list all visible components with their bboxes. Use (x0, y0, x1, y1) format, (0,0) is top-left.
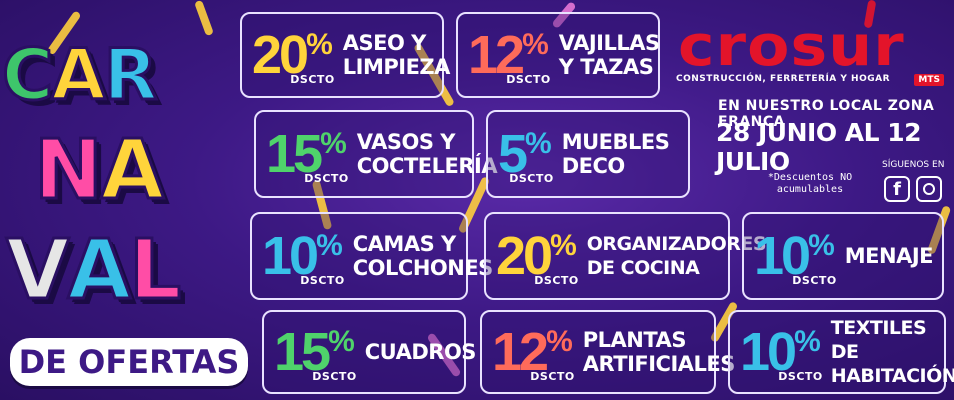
brand-tag: MTS (914, 74, 944, 86)
title-letter: L (127, 223, 182, 318)
offer-card-camas[interactable]: 10 % DSCTO CAMAS Y COLCHONES (250, 212, 493, 300)
dscto-label: DSCTO (312, 370, 357, 383)
dscto-label: DSCTO (506, 73, 551, 86)
title-letter: N (33, 123, 105, 218)
dscto-label: DSCTO (792, 274, 837, 287)
offer-category: MENAJE (844, 244, 934, 268)
discount-badge: 5 % DSCTO (498, 124, 553, 185)
dscto-label: DSCTO (290, 73, 335, 86)
dscto-label: DSCTO (509, 172, 554, 185)
discount-value: 5 (498, 124, 528, 184)
discount-value: 10 (754, 226, 811, 286)
dscto-label: DSCTO (778, 370, 823, 383)
percent-sign: % (320, 127, 347, 160)
discount-value: 12 (492, 322, 549, 382)
offer-category: MUEBLES DECO (561, 130, 670, 178)
offer-category: PLANTAS ARTIFICIALES (582, 328, 736, 376)
offer-category: CAMAS Y COLCHONES (352, 232, 494, 280)
facebook-glyph: f (893, 178, 901, 200)
percent-sign: % (522, 28, 549, 61)
promo-dates: 28 JUNIO AL 12 JULIO (716, 118, 922, 176)
offer-card-vajillas[interactable]: 12 % DSCTO VAJILLAS Y TAZAS (456, 12, 660, 98)
confetti-streamer (194, 0, 214, 37)
discount-value: 15 (266, 124, 323, 184)
discount-value: 12 (468, 25, 525, 85)
offer-card-plantas[interactable]: 12 % DSCTO PLANTAS ARTIFICIALES (480, 310, 735, 394)
title-letter: A (50, 34, 107, 116)
offer-card-muebles[interactable]: 5 % DSCTO MUEBLES DECO (486, 110, 690, 198)
offer-card-vasos[interactable]: 15 % DSCTO VASOS Y COCTELERÍA (254, 110, 498, 198)
title-letter: A (66, 223, 133, 318)
title-row-2: N A (33, 123, 166, 218)
offer-card-organizadores[interactable]: 20 % DSCTO ORGANIZADORES DE COCINA (484, 212, 767, 300)
dscto-label: DSCTO (534, 274, 579, 287)
follow-label: SÍGUENOS EN (882, 160, 945, 170)
instagram-lens-icon (923, 183, 935, 195)
discount-badge: 10 % DSCTO (262, 226, 344, 287)
promo-location: EN NUESTRO LOCAL ZONA FRANCA (718, 98, 935, 130)
offer-card-aseo[interactable]: 20 % DSCTO ASEO Y LIMPIEZA (240, 12, 450, 98)
title-letter: R (102, 34, 159, 116)
discount-badge: 12 % DSCTO (492, 322, 574, 383)
carnaval-title: C A R N A V A L DE OFERTAS (0, 34, 250, 386)
offer-category: TEXTILES DE HABITACIÓN (830, 317, 954, 387)
offer-card-cuadros[interactable]: 15 % DSCTO CUADROS (262, 310, 476, 394)
discount-value: 10 (262, 226, 319, 286)
discount-badge: 10 % DSCTO (754, 226, 836, 287)
discount-badge: 20 % DSCTO (496, 226, 578, 287)
title-row-3: V A L (4, 223, 182, 318)
title-letter: C (0, 34, 54, 116)
title-row-1: C A R (0, 34, 159, 116)
percent-sign: % (328, 325, 355, 358)
offer-category: VASOS Y COCTELERÍA (356, 130, 498, 178)
dscto-label: DSCTO (300, 274, 345, 287)
offer-card-menaje[interactable]: 10 % DSCTO MENAJE (742, 212, 944, 300)
dscto-label: DSCTO (304, 172, 349, 185)
offer-category: ORGANIZADORES DE COCINA (586, 233, 767, 279)
discount-value: 20 (252, 25, 309, 85)
discount-value: 20 (496, 226, 553, 286)
brand-tagline: CONSTRUCCIÓN, FERRETERÍA Y HOGAR (676, 74, 891, 84)
discount-badge: 12 % DSCTO (468, 25, 550, 86)
brand-name: crosur (678, 14, 905, 79)
discount-badge: 20 % DSCTO (252, 25, 334, 86)
discount-badge: 15 % DSCTO (266, 124, 348, 185)
promo-note: *Descuentos NO acumulables (767, 172, 853, 195)
percent-sign: % (550, 229, 577, 262)
percent-sign: % (546, 325, 573, 358)
offer-category: CUADROS (364, 340, 477, 364)
discount-badge: 15 % DSCTO (274, 322, 356, 383)
percent-sign: % (808, 229, 835, 262)
discount-badge: 10 % DSCTO (740, 322, 822, 383)
offer-category: ASEO Y LIMPIEZA (342, 31, 451, 79)
offer-category: VAJILLAS Y TAZAS (558, 31, 660, 79)
percent-sign: % (316, 229, 343, 262)
instagram-icon[interactable] (916, 176, 942, 202)
crosur-logo: crosur MTS (672, 19, 946, 88)
percent-sign: % (794, 325, 821, 358)
title-letter: V (4, 223, 71, 318)
discount-value: 15 (274, 322, 331, 382)
offer-card-textiles[interactable]: 10 % DSCTO TEXTILES DE HABITACIÓN (728, 310, 954, 394)
percent-sign: % (525, 127, 552, 160)
percent-sign: % (306, 28, 333, 61)
title-subtitle: DE OFERTAS (10, 338, 248, 386)
discount-value: 10 (740, 322, 797, 382)
dscto-label: DSCTO (530, 370, 575, 383)
title-letter: A (99, 123, 166, 218)
facebook-icon[interactable]: f (884, 176, 910, 202)
